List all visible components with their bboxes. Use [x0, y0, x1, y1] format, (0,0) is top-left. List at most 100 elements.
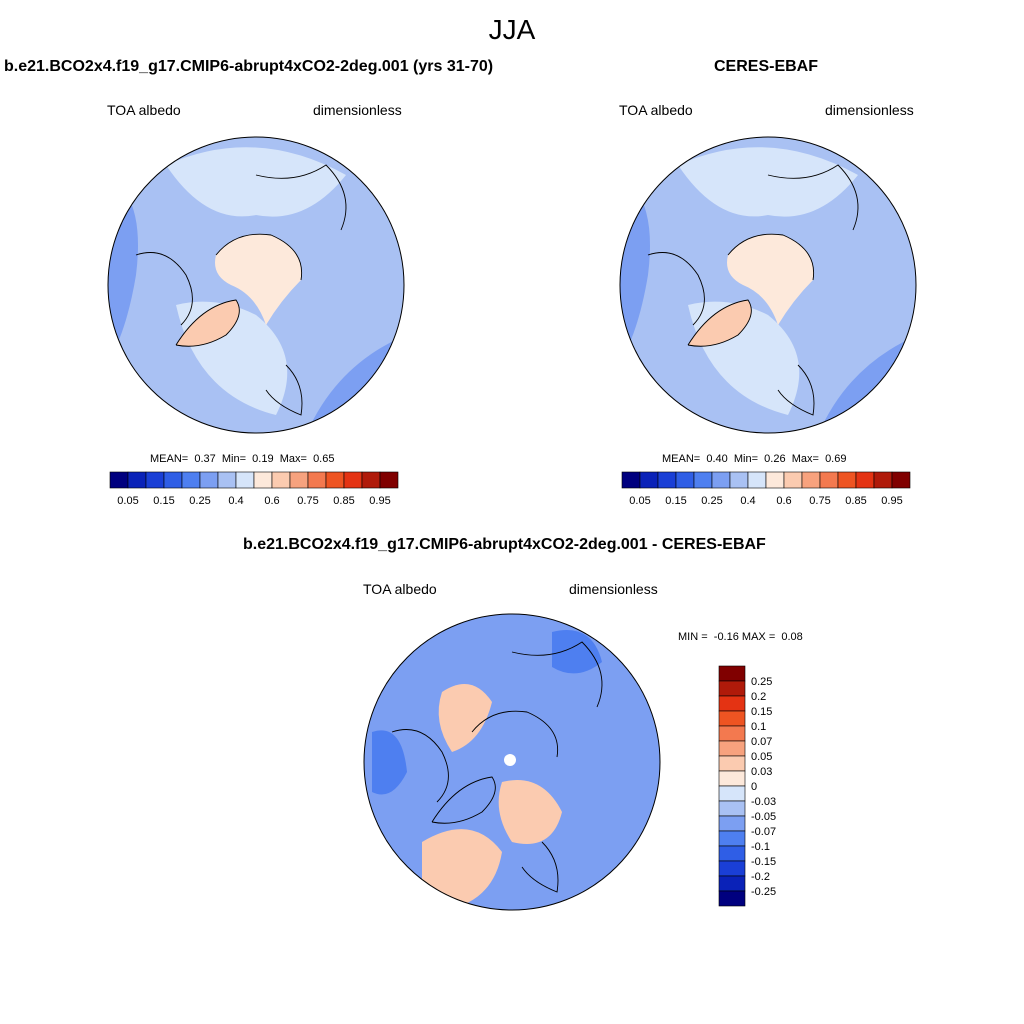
panel2-mean-label: MEAN=	[662, 453, 701, 465]
panel2-colorbar-tick-label: 0.95	[881, 495, 902, 507]
positive-region	[498, 780, 562, 844]
panel3-colorbar-swatch	[718, 755, 746, 772]
panel1-colorbar-tick-label: 0.75	[297, 495, 318, 507]
panel2-title: CERES-EBAF	[714, 58, 819, 75]
panel1-colorbar-swatch	[145, 471, 165, 489]
coastline	[175, 299, 240, 347]
panel3-min-label: MIN =	[678, 631, 708, 643]
panel3-colorbar-swatch	[718, 785, 746, 802]
panel1-colorbar-tick-label: 0.05	[117, 495, 138, 507]
map-border	[107, 136, 405, 434]
coastline	[215, 233, 303, 281]
coastline	[767, 164, 859, 231]
panel3-colorbar-tick-label: 0	[751, 781, 757, 793]
panel3-difference-map	[363, 613, 661, 911]
panel3-colorbar-swatch	[718, 815, 746, 832]
panel3-colorbar-swatch	[718, 710, 746, 727]
panel1-colorbar-swatch	[307, 471, 327, 489]
panel1-colorbar-swatch	[289, 471, 309, 489]
panel2-colorbar-swatch	[873, 471, 893, 489]
panel3-colorbar-swatch	[718, 770, 746, 787]
pole-hole	[504, 754, 516, 766]
panel2-colorbar-tick-label: 0.6	[776, 495, 791, 507]
panel1-colorbar-swatch	[253, 471, 273, 489]
greenland-region	[176, 300, 240, 347]
panel3-colorbar-swatch	[718, 830, 746, 847]
panel1-colorbar-tick-label: 0.85	[333, 495, 354, 507]
coastline	[647, 252, 705, 326]
map-border	[363, 613, 661, 911]
strong-negative-region	[372, 730, 407, 795]
panel3-colorbar-tick-label: -0.03	[751, 796, 776, 808]
panel3-colorbar-swatch	[718, 890, 746, 907]
panel1-colorbar-tick-label: 0.4	[228, 495, 243, 507]
panel2-colorbar-swatch	[657, 471, 677, 489]
figure-title: JJA	[488, 14, 536, 45]
panel2-colorbar-swatch	[837, 471, 857, 489]
panel3-colorbar-tick-label: -0.05	[751, 811, 776, 823]
panel3-max-label: MAX =	[741, 631, 776, 643]
panel2-colorbar-swatch	[819, 471, 839, 489]
panel3-colorbar-swatch	[718, 860, 746, 877]
panel2-colorbar-swatch	[729, 471, 749, 489]
coastline	[135, 252, 193, 326]
panel1-colorbar-tick-label: 0.95	[369, 495, 390, 507]
map-field	[364, 614, 660, 910]
light-region	[166, 147, 346, 217]
panel1-colorbar-swatch	[199, 471, 219, 489]
panel3-variable-label: TOA albedo	[363, 581, 437, 597]
panel2-colorbar-tick-label: 0.15	[665, 495, 686, 507]
panel1-mean-label: MEAN=	[150, 453, 189, 465]
panel1-colorbar-swatch	[235, 471, 255, 489]
panel2-colorbar-swatch	[675, 471, 695, 489]
panel2-polar-map	[619, 136, 917, 434]
panel3-colorbar-tick-label: -0.15	[751, 856, 776, 868]
panel3-colorbar-swatch	[718, 725, 746, 742]
panel3-min-value: -0.16	[713, 631, 739, 643]
coastline	[471, 710, 559, 758]
panel2-colorbar-swatch	[855, 471, 875, 489]
panel1-colorbar-tick-label: 0.6	[264, 495, 279, 507]
panel3-colorbar-tick-label: -0.2	[751, 871, 770, 883]
panel2-stats: MEAN= 0.40 Min= 0.26 Max= 0.69	[662, 453, 846, 465]
panel3-colorbar-tick-label: 0.2	[751, 691, 766, 703]
panel1-title: b.e21.BCO2x4.f19_g17.CMIP6-abrupt4xCO2-2…	[4, 58, 494, 75]
coastline	[687, 299, 752, 347]
panel3-colorbar-swatch	[718, 665, 746, 682]
panel3-colorbar-tick-label: 0.15	[751, 706, 772, 718]
panel3-stats: MIN = -0.16 MAX = 0.08	[678, 631, 803, 643]
panel1-colorbar-swatch	[109, 471, 129, 489]
panel3-colorbar-tick-label: 0.25	[751, 676, 772, 688]
panel2-units-label: dimensionless	[825, 102, 914, 118]
panel2-colorbar-tick-label: 0.25	[701, 495, 722, 507]
panel2-colorbar-tick-label: 0.05	[629, 495, 650, 507]
panel1-colorbar-swatch	[325, 471, 345, 489]
sea-ice-region	[215, 234, 302, 325]
panel2-min-value: 0.26	[764, 453, 786, 465]
panel3-max-value: 0.08	[781, 631, 803, 643]
panel1-max-value: 0.65	[313, 453, 335, 465]
panel2-colorbar-tick-label: 0.4	[740, 495, 755, 507]
panel1-colorbar-swatch	[217, 471, 237, 489]
panel1-colorbar-swatch	[127, 471, 147, 489]
panel2-colorbar-swatch	[693, 471, 713, 489]
panel1-min-value: 0.19	[252, 453, 274, 465]
panel3-colorbar-tick-label: 0.05	[751, 751, 772, 763]
panel2-max-label: Max=	[791, 453, 819, 465]
coastline	[777, 364, 815, 416]
panel1-max-label: Max=	[279, 453, 307, 465]
panel1-colorbar-swatch	[181, 471, 201, 489]
panel3-colorbar-tick-label: 0.1	[751, 721, 766, 733]
panel2-mean-value: 0.40	[706, 453, 728, 465]
coastline	[727, 233, 815, 281]
greenland-region	[688, 300, 752, 347]
map-field	[620, 137, 916, 433]
panel2-colorbar-swatch	[621, 471, 641, 489]
panel2-colorbar-tick-label: 0.75	[809, 495, 830, 507]
panel3-colorbar-tick-label: 0.03	[751, 766, 772, 778]
panel2-variable-label: TOA albedo	[619, 102, 693, 118]
panel3-colorbar-swatch	[718, 845, 746, 862]
light-region	[678, 147, 858, 217]
panel1-colorbar-swatch	[379, 471, 399, 489]
panel3-colorbar-tick-label: -0.25	[751, 886, 776, 898]
